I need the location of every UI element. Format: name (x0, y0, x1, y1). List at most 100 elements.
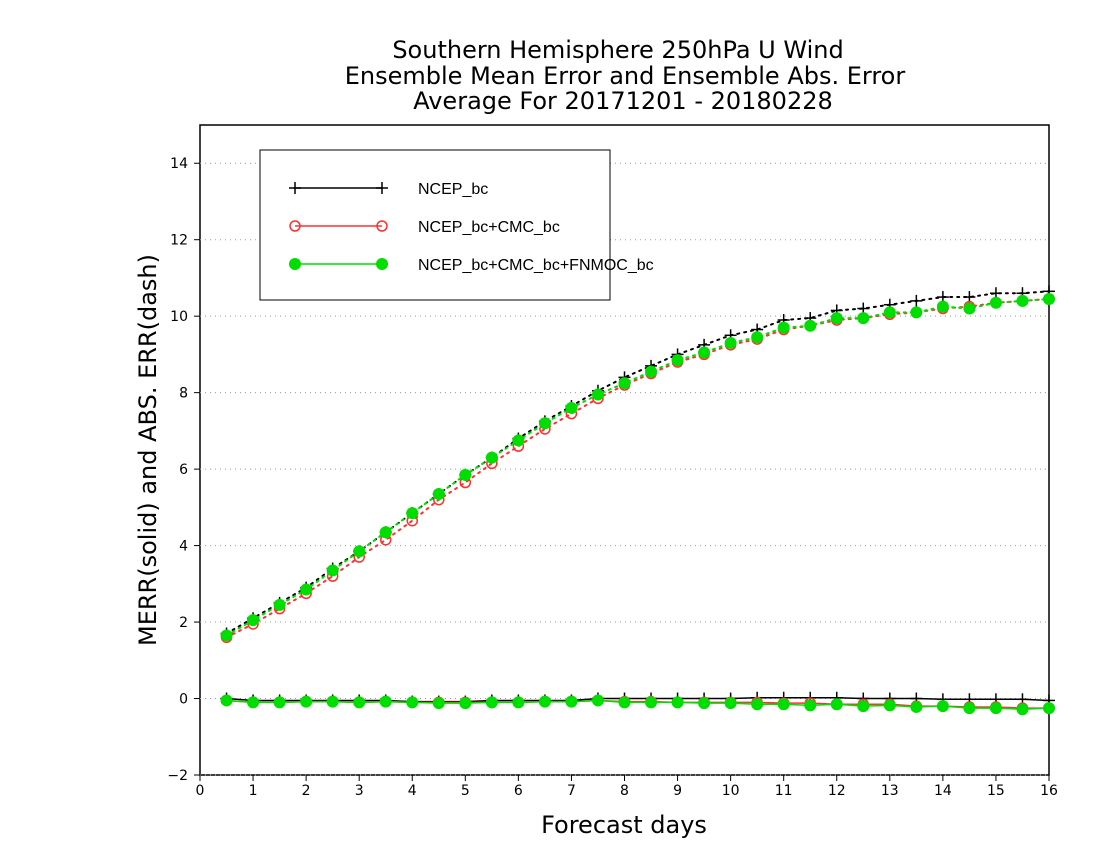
series-abs-err-line (225, 290, 1050, 635)
series-layer (220, 285, 1055, 716)
y-tick-label: 12 (170, 233, 188, 249)
mean-err-point (591, 694, 604, 707)
series-0 (220, 285, 1055, 708)
abs-err-point (565, 401, 578, 414)
legend-label: NCEP_bc+CMC_bc+FNMOC_bc (418, 257, 654, 274)
x-tick-label: 11 (775, 783, 793, 799)
y-tick-label: 14 (170, 156, 188, 172)
abs-err-point (300, 583, 313, 596)
abs-err-point (883, 306, 896, 319)
abs-err-point (830, 312, 843, 325)
x-axis-label: Forecast days (541, 811, 707, 839)
mean-err-point (671, 696, 684, 709)
abs-err-point (273, 598, 286, 611)
abs-err-point (379, 526, 392, 539)
legend-marker (376, 258, 388, 270)
legend: NCEP_bc NCEP_bc+CMC_bc NCEP_bc+CMC_bc+FNMO… (259, 149, 654, 301)
mean-err-point (220, 694, 233, 707)
abs-err-point (485, 451, 498, 464)
abs-err-point (353, 545, 366, 558)
mean-err-point (830, 698, 843, 711)
mean-err-point (247, 696, 260, 709)
abs-err-point (989, 296, 1002, 309)
mean-err-point (1043, 702, 1055, 715)
series-2 (220, 292, 1055, 716)
legend-marker (289, 182, 301, 194)
abs-err-point (247, 614, 260, 627)
abs-err-point (910, 306, 923, 319)
abs-err-point (857, 312, 870, 325)
x-tick-label: 7 (567, 783, 576, 799)
x-tick-label: 12 (828, 783, 846, 799)
legend-label: NCEP_bc (418, 181, 488, 198)
mean-err-point (936, 700, 949, 713)
x-tick-label: 4 (408, 783, 417, 799)
mean-err-point (406, 696, 419, 709)
mean-err-point (326, 695, 339, 708)
legend-item: NCEP_bc (289, 181, 488, 198)
abs-err-point (1043, 292, 1055, 305)
x-tick-label: 0 (196, 783, 205, 799)
x-tick-label: 2 (302, 783, 311, 799)
mean-err-point (618, 696, 631, 709)
x-tick-label: 15 (987, 783, 1005, 799)
abs-err-point (963, 302, 976, 315)
mean-err-point (273, 696, 286, 709)
abs-err-point (645, 365, 658, 378)
mean-err-point (989, 702, 1002, 715)
legend-item: NCEP_bc+CMC_bc+FNMOC_bc (289, 257, 654, 274)
mean-err-point (459, 697, 472, 710)
chart-title-line-1: Southern Hemisphere 250hPa U Wind (392, 36, 843, 64)
legend-marker (289, 220, 301, 232)
abs-err-point (1016, 294, 1029, 307)
mean-err-point (751, 698, 764, 711)
mean-err-point (379, 695, 392, 708)
y-tick-label: 6 (179, 462, 188, 478)
mean-err-point (300, 695, 313, 708)
y-tick-label: 10 (170, 309, 188, 325)
abs-err-point (936, 300, 949, 313)
series-abs-err-line (225, 297, 1050, 639)
abs-err-point (538, 417, 551, 430)
y-tick-label: 0 (179, 692, 188, 708)
mean-err-point (485, 696, 498, 709)
abs-err-point (671, 354, 684, 367)
x-tick-label: 8 (620, 783, 629, 799)
mean-err-point (857, 700, 870, 713)
mean-err-point (1016, 703, 1029, 716)
abs-err-point (618, 377, 631, 390)
mean-err-point (963, 702, 976, 715)
x-tick-label: 13 (881, 783, 899, 799)
abs-err-point (751, 331, 764, 344)
y-tick-label: −2 (167, 768, 188, 784)
mean-err-point (724, 697, 737, 710)
x-axis: 0 1 2 3 4 5 6 7 8 9 10 11 12 13 14 15 16 (196, 775, 1058, 799)
y-tick-label: 2 (179, 615, 188, 631)
y-tick-label: 8 (179, 386, 188, 402)
legend-marker (289, 258, 301, 270)
x-tick-label: 10 (722, 783, 740, 799)
mean-err-point (353, 696, 366, 709)
mean-err-point (538, 695, 551, 708)
mean-err-point (512, 696, 525, 709)
legend-marker (376, 220, 388, 232)
legend-box (259, 149, 611, 301)
legend-items: NCEP_bc NCEP_bc+CMC_bc NCEP_bc+CMC_bc+FNMO… (289, 181, 654, 274)
series-mean-err-line (226, 699, 1050, 710)
y-axis: −2 0 2 4 6 8 10 12 14 (167, 156, 200, 784)
abs-err-point (698, 346, 711, 359)
abs-err-point (326, 564, 339, 577)
series-1 (220, 293, 1055, 714)
series-abs-err-line (225, 297, 1050, 637)
chart-title-line-2: Ensemble Mean Error and Ensemble Abs. Er… (345, 62, 906, 90)
y-tick-label: 4 (179, 539, 188, 555)
abs-err-point (220, 629, 233, 642)
x-tick-label: 1 (249, 783, 258, 799)
x-tick-label: 5 (461, 783, 470, 799)
legend-item: NCEP_bc+CMC_bc (289, 219, 560, 236)
abs-err-point (432, 487, 445, 500)
abs-err-point (459, 468, 472, 481)
legend-label: NCEP_bc+CMC_bc (418, 219, 560, 236)
x-tick-label: 16 (1040, 783, 1058, 799)
legend-marker (376, 182, 388, 194)
